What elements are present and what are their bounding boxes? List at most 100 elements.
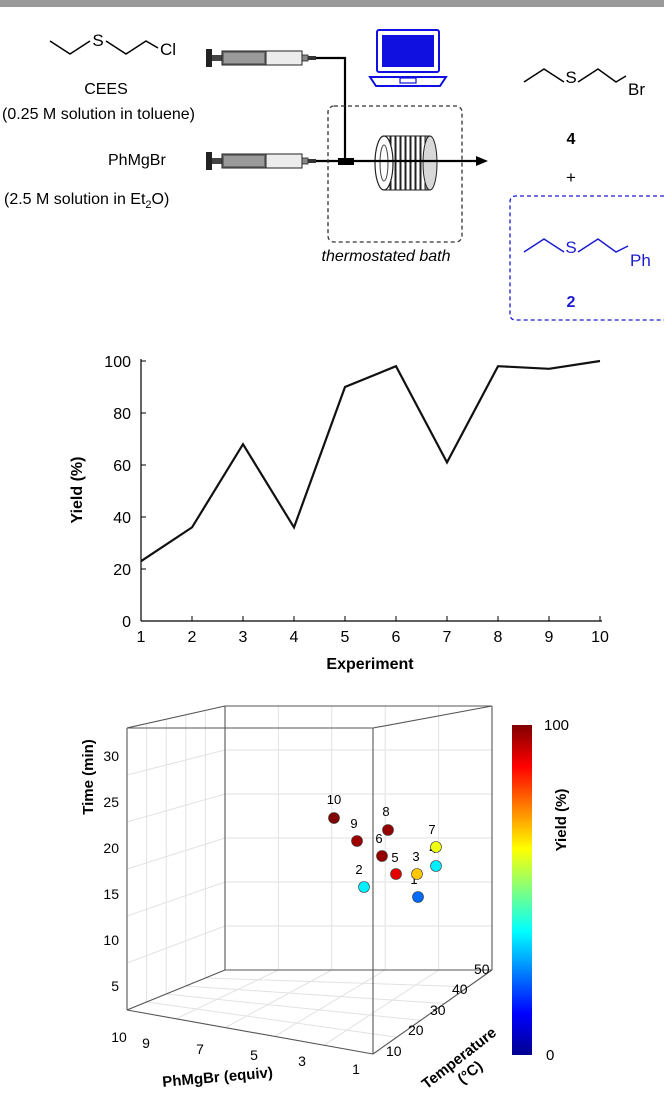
reaction-scheme: S Cl CEES (0.25 M solution in toluene) P… (2, 29, 664, 321)
bath-label: thermostated bath (322, 248, 451, 265)
x-tick-label: 10 (591, 629, 609, 646)
y-tick-label: 50 (474, 961, 490, 977)
x-tick-label: 10 (111, 1029, 127, 1045)
box-edge (372, 705, 493, 729)
cees-solution-label: (0.25 M solution in toluene) (2, 106, 195, 123)
scatter-point (328, 812, 340, 824)
x-tick-label: 6 (392, 629, 401, 646)
grid-line (126, 837, 226, 870)
cees-sulfur-atom: S (92, 31, 103, 50)
box-edge (126, 705, 226, 729)
y-tick-label: 60 (113, 458, 131, 475)
flow-tubing (316, 56, 372, 164)
x-tick-label: 4 (290, 629, 299, 646)
colorbar-title: Yield (%) (553, 789, 570, 852)
z-axis-title: Time (min) (80, 739, 97, 815)
point-label: 6 (375, 831, 382, 846)
product-4-sulfur-atom: S (565, 68, 576, 87)
point-label: 2 (355, 862, 362, 877)
point-label: 5 (391, 850, 398, 865)
y-tick-label: 80 (113, 406, 131, 423)
line-chart-ticks: 0 20 40 60 80 100 1 2 3 4 5 6 7 8 9 10 (104, 354, 609, 646)
grid-line (205, 977, 469, 988)
grid-line (185, 985, 445, 1005)
grid-line (225, 969, 333, 1029)
x-axis-title: Experiment (326, 656, 414, 673)
z-tick-label: 5 (111, 978, 119, 994)
x-tick-label: 7 (443, 629, 452, 646)
grid-line (175, 969, 279, 1020)
x-tick-label: 8 (494, 629, 503, 646)
scatter-point (430, 860, 442, 872)
scatter-point (411, 868, 423, 880)
coil-reactor-icon (374, 135, 438, 191)
x-tick-label: 5 (341, 629, 350, 646)
syringe-phmgbr-icon (206, 152, 316, 170)
y-tick-label: 10 (386, 1043, 402, 1059)
scatter-point (358, 881, 370, 893)
y-axis-title-3d: Temperature (°C) (419, 1024, 500, 1093)
z-tick-label: 25 (103, 794, 119, 810)
x-tick-label: 5 (250, 1047, 258, 1063)
svg-text:Temperature: Temperature (419, 1024, 500, 1093)
grid-line (323, 969, 439, 1046)
product-2-phenyl: Ph (630, 251, 651, 270)
box-edge (126, 1009, 374, 1055)
z-tick-label: 20 (103, 840, 119, 856)
y-tick-label: 20 (408, 1022, 424, 1038)
phmgbr-solution-label: (2.5 M solution in Et2O) (4, 191, 169, 211)
colorbar-min-label: 0 (546, 1047, 554, 1064)
x-tick-label: 7 (196, 1041, 204, 1057)
y-tick-label: 0 (122, 614, 131, 631)
grid-line (126, 881, 226, 917)
outlet-arrow-icon (476, 156, 488, 166)
point-label: 7 (428, 822, 435, 837)
grid-line (146, 1001, 397, 1038)
x-tick-label: 2 (188, 629, 197, 646)
series-line (140, 359, 601, 563)
scatter-box (126, 705, 493, 1055)
x-tick-label: 1 (352, 1061, 360, 1077)
top-rule (0, 0, 664, 7)
grid-line (274, 969, 386, 1037)
line-chart-axes (140, 359, 602, 622)
product-4-bromine-atom: Br (628, 80, 645, 99)
colorbar-max-label: 100 (544, 717, 569, 734)
grid-line (126, 793, 226, 823)
cees-label: CEES (84, 81, 128, 98)
product-2-highlight-box (509, 195, 664, 321)
product-2-number: 2 (567, 294, 576, 311)
point-label: 3 (412, 849, 419, 864)
cees-structure (49, 40, 159, 55)
point-label: 10 (327, 792, 341, 807)
cees-chlorine-atom: Cl (160, 40, 176, 59)
x-tick-label: 1 (137, 629, 146, 646)
scatter-grid (126, 706, 492, 1046)
x-tick-label: 9 (142, 1035, 150, 1051)
syringe-cees-icon (206, 49, 316, 67)
x-tick-label: 9 (545, 629, 554, 646)
z-tick-label: 15 (103, 886, 119, 902)
product-2-structure (523, 238, 629, 253)
y-tick-label: 40 (113, 510, 131, 527)
scatter-point (412, 891, 424, 903)
z-tick-label: 30 (103, 748, 119, 764)
x-tick-label: 3 (298, 1053, 306, 1069)
scatter-point (351, 835, 363, 847)
plus-sign: + (566, 168, 576, 187)
product-4-structure (523, 68, 627, 83)
yield-line-chart: 0 20 40 60 80 100 1 2 3 4 5 6 7 8 9 10 Experiment Yield… (69, 354, 609, 673)
t-mixer (338, 158, 354, 165)
z-tick-label: 10 (103, 932, 119, 948)
scatter-point (382, 824, 394, 836)
y-axis-title: Yield (%) (69, 457, 86, 524)
scatter-point (376, 850, 388, 862)
laptop-icon (368, 29, 448, 87)
phmgbr-label: PhMgBr (108, 152, 166, 169)
point-label: 1 (410, 872, 417, 887)
grid-line (126, 749, 226, 776)
colorbar (512, 725, 532, 1055)
